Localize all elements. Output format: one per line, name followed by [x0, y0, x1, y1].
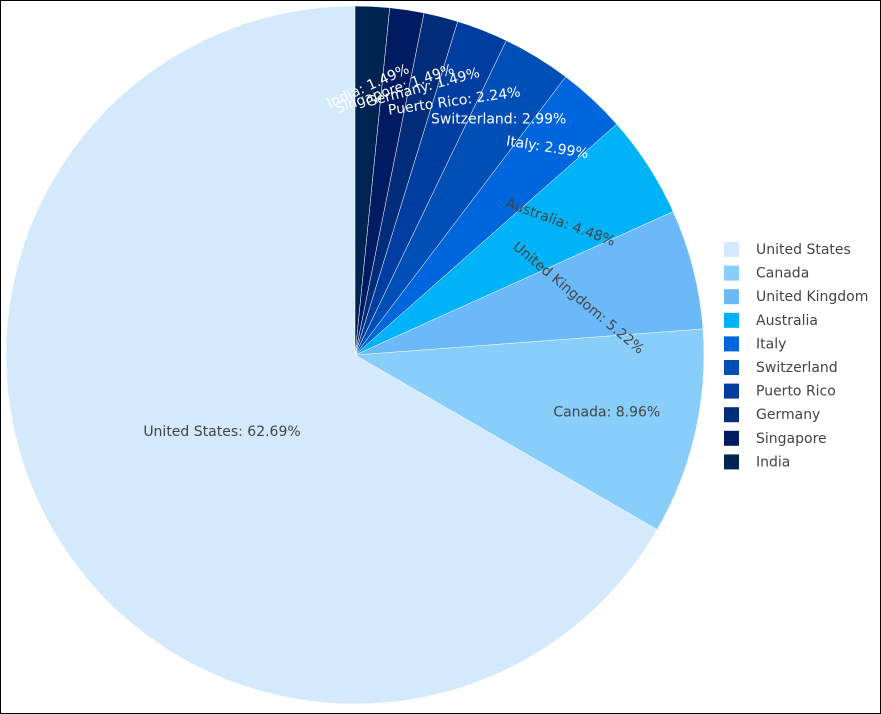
legend-swatch-united-kingdom — [724, 289, 739, 305]
legend-item-germany[interactable]: Germany — [724, 407, 820, 423]
legend-item-italy[interactable]: Italy — [724, 336, 786, 352]
legend-label-germany: Germany — [756, 407, 820, 423]
slice-label-switzerland: Switzerland: 2.99% — [431, 112, 566, 128]
legend-item-united-kingdom[interactable]: United Kingdom — [724, 289, 868, 305]
legend-swatch-puerto-rico — [724, 383, 739, 399]
slice-label-canada: Canada: 8.96% — [553, 404, 660, 420]
slice-label-united-states: United States: 62.69% — [143, 424, 300, 440]
legend-label-united-states: United States — [756, 242, 851, 258]
legend-swatch-singapore — [724, 430, 739, 446]
pie-slice-united-states[interactable] — [5, 5, 658, 705]
legend-swatch-india — [724, 454, 739, 470]
legend-item-switzerland[interactable]: Switzerland — [724, 360, 838, 376]
legend-label-canada: Canada — [756, 266, 809, 282]
legend-label-puerto-rico: Puerto Rico — [756, 384, 836, 400]
pie-slice-canada[interactable] — [354, 328, 705, 530]
legend-label-united-kingdom: United Kingdom — [756, 289, 868, 305]
pie-slice-india[interactable] — [354, 5, 390, 356]
legend-item-canada[interactable]: Canada — [724, 265, 809, 282]
legend-swatch-italy — [724, 336, 739, 352]
legend-item-united-states[interactable]: United States — [724, 242, 851, 258]
legend-swatch-canada — [724, 265, 739, 281]
legend-swatch-australia — [724, 312, 739, 328]
legend-label-india: India — [756, 454, 790, 470]
pie-slices — [5, 5, 705, 705]
legend-item-australia[interactable]: Australia — [724, 312, 818, 329]
legend-swatch-united-states — [724, 242, 739, 257]
legend-label-switzerland: Switzerland — [756, 360, 838, 376]
legend-item-singapore[interactable]: Singapore — [724, 430, 827, 447]
legend-item-india[interactable]: India — [724, 454, 790, 470]
legend-label-italy: Italy — [756, 336, 786, 352]
legend-swatch-germany — [724, 407, 739, 423]
legend-label-australia: Australia — [756, 313, 818, 329]
legend-label-singapore: Singapore — [756, 431, 827, 447]
legend-swatch-switzerland — [724, 360, 739, 375]
legend-item-puerto-rico[interactable]: Puerto Rico — [724, 383, 836, 400]
legend: United States Canada United Kingdom Austral… — [724, 242, 868, 470]
